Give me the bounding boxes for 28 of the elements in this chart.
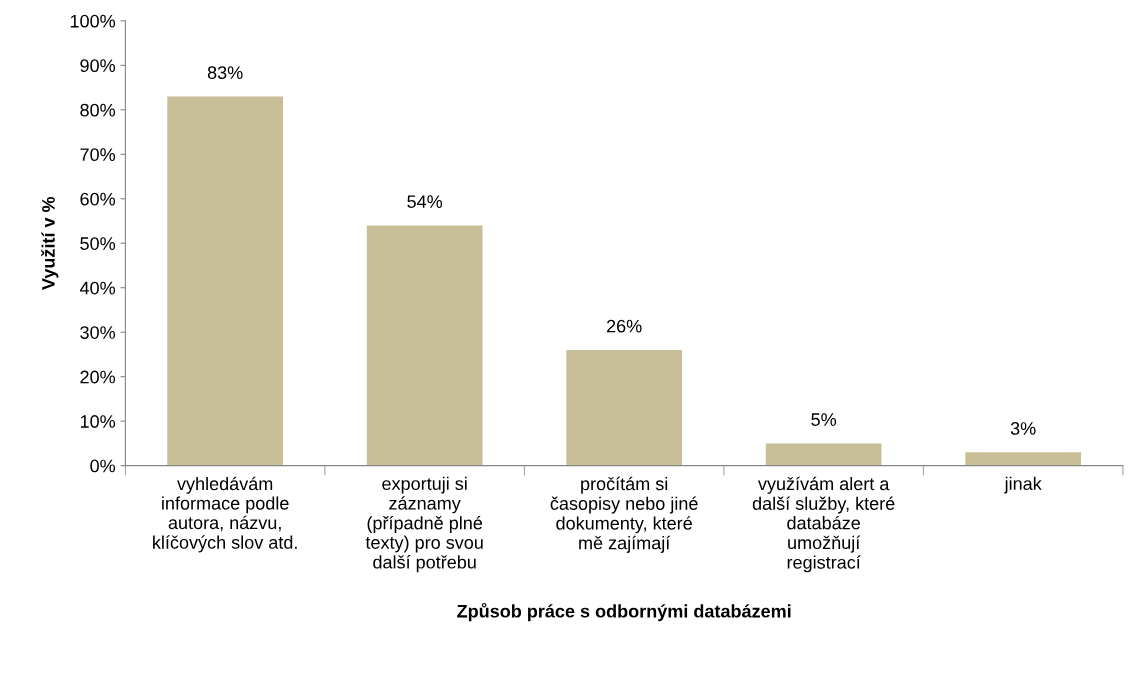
bar [366, 225, 483, 466]
bar [566, 350, 683, 466]
y-tick-label: 10% [80, 415, 116, 428]
y-tick-label: 50% [80, 237, 116, 250]
y-tick-label: 80% [80, 103, 116, 117]
data-label: 26% [606, 319, 642, 333]
y-tick-label: 20% [80, 370, 116, 384]
y-tick-label: 60% [80, 192, 116, 206]
bar [167, 96, 284, 466]
x-tick-label: exportuji si záznamy (případně plné texty) pro svou další potřebu [365, 476, 483, 573]
y-tick-label: 100% [70, 14, 116, 28]
x-tick-label: vyhledávám informace podle autora, názvu, klíčových slov atd. [153, 476, 297, 553]
data-label: 3% [1010, 422, 1036, 435]
y-tick-label: 70% [80, 148, 116, 162]
data-label: 5% [811, 413, 837, 426]
x-tick-label: pročítám si časopisy nebo jiné dokumenty, které mě zajímají [550, 476, 698, 553]
bar [765, 443, 882, 466]
y-axis-title: Využití v % [41, 196, 59, 290]
x-tick-label: jinak [1004, 476, 1042, 494]
x-tick-label: využívám alert a další služby, které databáze umožňují registrací [752, 476, 895, 573]
y-tick-label: 0% [90, 459, 116, 473]
data-label: 83% [207, 66, 243, 80]
y-tick-label: 40% [79, 281, 116, 295]
data-label: 54% [407, 195, 443, 208]
x-axis-title: Způsob práce s odbornými databázemi [457, 602, 791, 622]
y-tick-label: 30% [80, 326, 116, 339]
bar [965, 452, 1082, 466]
y-tick-label: 90% [80, 59, 116, 73]
